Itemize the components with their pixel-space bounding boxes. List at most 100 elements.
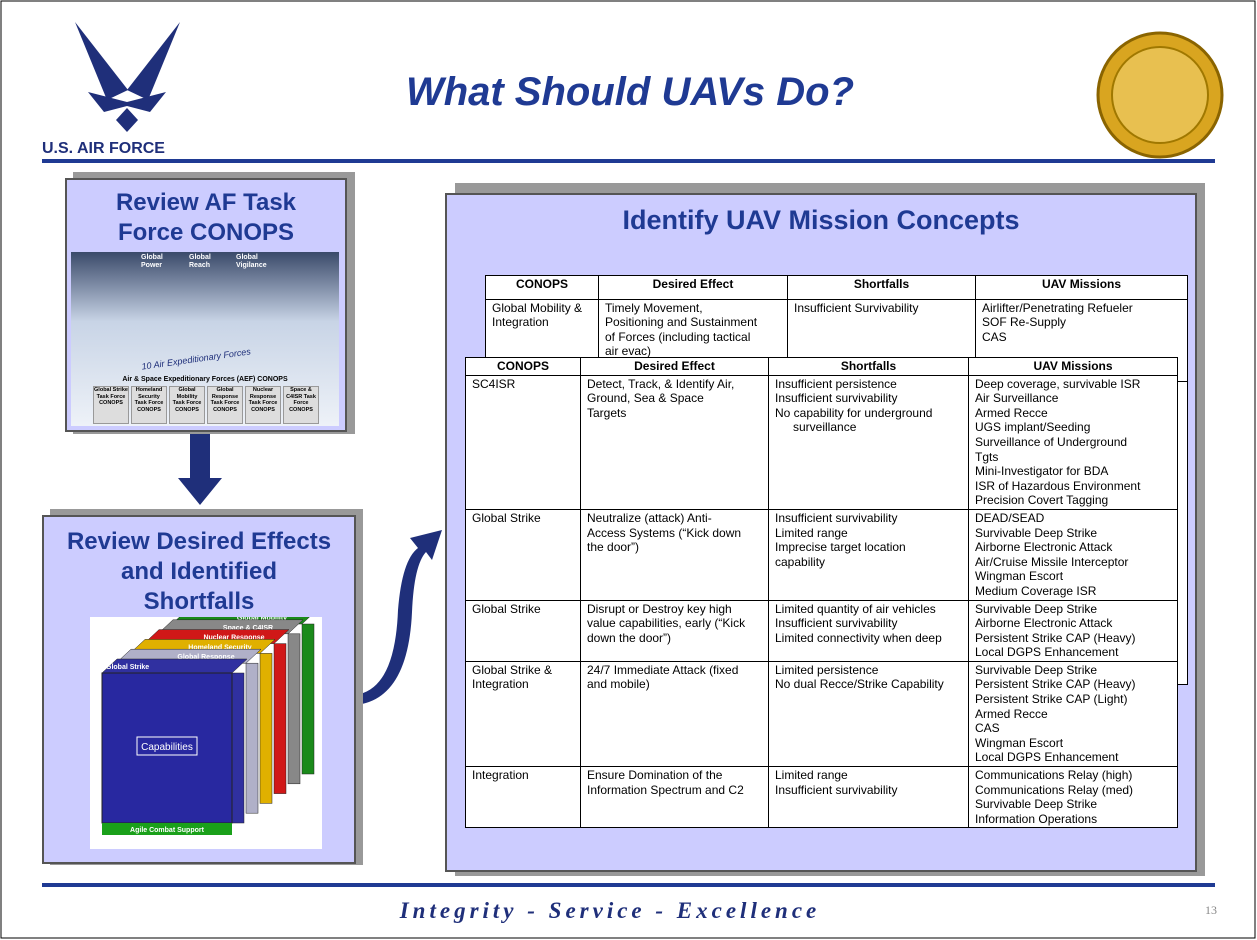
cell-line: Local DGPS Enhancement	[975, 645, 1119, 660]
column-header: UAV Missions	[968, 357, 1178, 376]
table-cell: Survivable Deep Strike Persistent Strike …	[968, 660, 1178, 768]
cell-line: Insufficient Survivability	[794, 300, 919, 315]
table-cell: Limited persistence No dual Recce/Strike …	[768, 660, 969, 768]
conops-image: Global Power Global Reach Global Vigilance…	[71, 252, 339, 426]
cell-line: Deep coverage, survivable ISR	[975, 376, 1141, 391]
cell-line: Limited range	[775, 525, 848, 540]
cell-line: Imprecise target location	[775, 540, 906, 555]
cell-line: Armed Recce	[975, 706, 1048, 721]
table-cell: Global Strike	[465, 508, 581, 601]
cell-line: Limited range	[775, 768, 848, 783]
table-row: SC4ISR Detect, Track, & Identify Air, Grou…	[465, 374, 1178, 510]
task-force-label: Global Mobility Task Force CONOPS	[169, 386, 205, 424]
cell-line: Global Strike &	[472, 662, 553, 677]
cell-line: Air/Cruise Missile Interceptor	[975, 554, 1129, 569]
table-cell: Limited quantity of air vehicles Insuffic…	[768, 599, 969, 662]
cell-line: Precision Covert Tagging	[975, 493, 1109, 508]
column-header: Desired Effect	[598, 275, 788, 300]
cell-line: Wingman Escort	[975, 735, 1064, 750]
cell-line: Insufficient survivability	[775, 391, 898, 406]
cell-line: Persistent Strike CAP (Heavy)	[975, 630, 1136, 645]
box-title: Identify UAV Mission Concepts	[622, 205, 1020, 235]
cell-line: capability	[775, 554, 826, 569]
cell-line: Integration	[472, 768, 529, 783]
cell-line: value capabilities, early (“Kick	[587, 616, 746, 631]
cell-line: surveillance	[793, 420, 857, 435]
cell-line: Timely Movement,	[605, 300, 703, 315]
cell-line: UGS implant/Seeding	[975, 420, 1091, 435]
column-header: UAV Missions	[975, 275, 1188, 300]
cell-line: Limited persistence	[775, 662, 879, 677]
box-effects: Review Desired Effects and Identified Sh…	[42, 515, 356, 864]
table-row: Global Strike & Integration 24/7 Immediate…	[465, 660, 1178, 768]
task-force-label: Space & C4ISR Task Force CONOPS	[283, 386, 319, 424]
cube-label: Agile Combat Support	[130, 827, 205, 834]
box-title: Review AF Task Force CONOPS	[115, 189, 297, 246]
table-cell: Integration	[465, 766, 581, 829]
table-cell: Insufficient persistence Insufficient sur…	[768, 374, 969, 510]
column-header: Desired Effect	[580, 357, 769, 376]
page-number: 13	[1205, 903, 1217, 917]
cell-line: Ensure Domination of the	[587, 768, 723, 783]
slide-title: What Should UAVs Do?	[405, 70, 855, 114]
box-title: Review Desired Effects and Identified Sh…	[66, 528, 332, 615]
cell-line: Persistent Strike CAP (Light)	[975, 692, 1128, 707]
cell-line: Surveillance of Underground	[975, 434, 1128, 449]
table-cell: SC4ISR	[465, 374, 581, 510]
cell-line: SC4ISR	[472, 376, 516, 391]
table-cell: DEAD/SEAD Survivable Deep Strike Airborne …	[968, 508, 1178, 601]
table-row: Global Strike Neutralize (attack) Anti- Ac…	[465, 508, 1178, 601]
table-cell: Global Strike	[465, 599, 581, 662]
image-label: Global Power	[141, 254, 163, 269]
cell-line: No capability for underground	[775, 405, 933, 420]
cell-line: Medium Coverage ISR	[975, 583, 1097, 598]
cell-line: Airborne Electronic Attack	[975, 540, 1113, 555]
cube-label: Global Mobility	[237, 617, 287, 622]
table-cell: Ensure Domination of the Information Spec…	[580, 766, 769, 829]
cube-box	[136, 736, 198, 756]
cell-line: air evac)	[605, 344, 652, 359]
cell-line: Information Operations	[975, 811, 1098, 826]
cube-layer	[301, 623, 315, 775]
column-header: Shortfalls	[787, 275, 976, 300]
cell-line: Wingman Escort	[975, 569, 1064, 584]
table-cell: Survivable Deep Strike Airborne Electroni…	[968, 599, 1178, 662]
cell-line: Survivable Deep Strike	[975, 662, 1098, 677]
cell-line: Insufficient survivability	[775, 782, 898, 797]
cube-layer	[259, 653, 273, 804]
cell-line: down the door”)	[587, 630, 672, 645]
front-table: CONOPS Desired Effect Shortfalls UAV Missio…	[465, 357, 1178, 829]
cell-line: Integration	[472, 677, 529, 692]
cell-line: Limited quantity of air vehicles	[775, 601, 936, 616]
cell-line: Ground, Sea & Space	[587, 391, 704, 406]
cell-line: Survivable Deep Strike	[975, 797, 1098, 812]
cube-label: Global Response	[177, 654, 234, 661]
cell-line: Air Surveillance	[975, 391, 1059, 406]
cell-line: Detect, Track, & Identify Air,	[587, 376, 735, 391]
cube-label: Space & C4ISR	[223, 625, 273, 632]
cube-label: Global Strike	[106, 664, 149, 671]
cell-line: Survivable Deep Strike	[975, 601, 1098, 616]
cell-line: Integration	[492, 315, 549, 330]
cell-line: Neutralize (attack) Anti-	[587, 510, 712, 525]
table-cell: Insufficient survivability Limited range I…	[768, 508, 969, 601]
table-cell: Disrupt or Destroy key high value capabil…	[580, 599, 769, 662]
column-header: CONOPS	[465, 357, 581, 376]
cell-line: Limited connectivity when deep	[775, 630, 942, 645]
box-task-force: Review AF Task Force CONOPS Global Power…	[65, 178, 347, 432]
cell-line: of Forces (including tactical	[605, 329, 751, 344]
cell-line: Tgts	[975, 449, 999, 464]
cell-line: CAS	[975, 721, 1000, 736]
cube-layer	[273, 643, 287, 794]
cell-line: Information Spectrum and C2	[587, 782, 744, 797]
cube-layer	[231, 672, 245, 824]
cell-line: Global Mobility &	[492, 300, 583, 315]
cell-line: Insufficient survivability	[775, 510, 898, 525]
cell-line: Positioning and Sustainment	[605, 315, 758, 330]
cell-line: Insufficient survivability	[775, 616, 898, 631]
table-cell: Neutralize (attack) Anti- Access Systems …	[580, 508, 769, 601]
cube-label: Capabilities	[141, 742, 193, 753]
table-cell: Communications Relay (high) Communication…	[968, 766, 1178, 829]
